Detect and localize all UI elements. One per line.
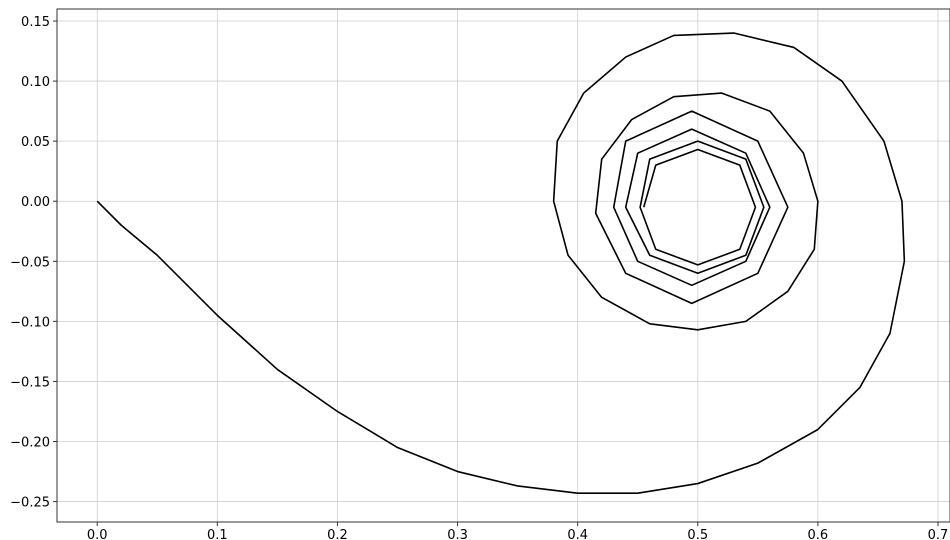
y-tick-label: −0.15 <box>10 375 50 390</box>
x-tick-label: 0.2 <box>327 528 348 540</box>
x-tick-label: 0.4 <box>567 528 588 540</box>
x-tick-label: 0.1 <box>207 528 228 540</box>
y-tick-label: −0.05 <box>10 255 50 270</box>
y-tick-label: 0.05 <box>21 135 50 150</box>
y-tick-label: −0.20 <box>10 436 50 451</box>
x-tick-label: 0.7 <box>928 528 949 540</box>
data-line <box>96 32 906 494</box>
y-tick-label: 0.15 <box>21 15 50 30</box>
x-tick-label: 0.6 <box>808 528 829 540</box>
x-tick-label: 0.3 <box>447 528 468 540</box>
y-tick-label: 0.10 <box>21 75 50 90</box>
y-tick-label: −0.25 <box>10 496 50 511</box>
y-tick-label: 0.00 <box>21 195 50 210</box>
x-tick-label: 0.0 <box>87 528 108 540</box>
plot-frame <box>56 8 950 523</box>
y-tick-label: −0.10 <box>10 315 50 330</box>
x-tick-label: 0.5 <box>687 528 708 540</box>
